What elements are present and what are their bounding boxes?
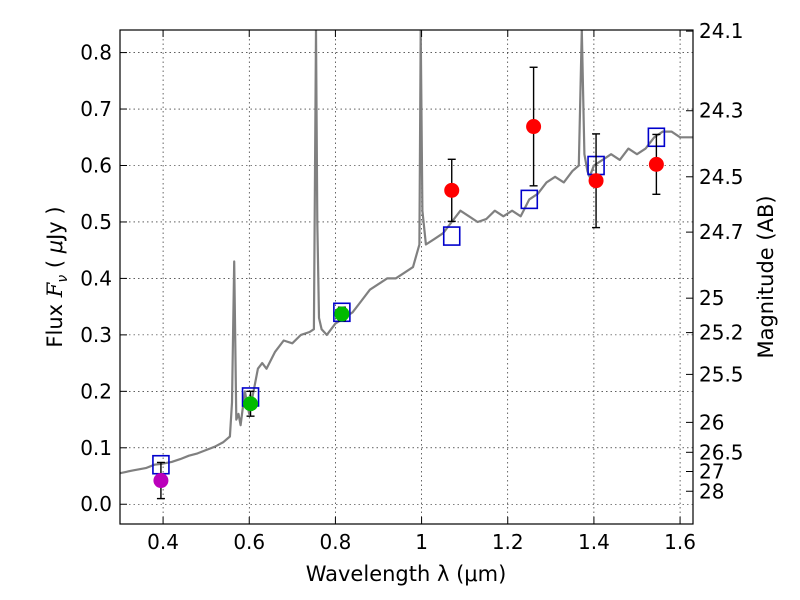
magnitude-tick-label: 24.5 [699,165,744,189]
x-tick-label: 0.8 [320,530,352,554]
y-tick-label: 0.4 [80,266,112,290]
observed-point [648,156,664,172]
y2-axis-label: Magnitude (AB) [754,195,778,358]
x-tick-label: 1.6 [664,530,696,554]
sed-model-line [120,30,693,475]
y-tick-label: 0.2 [80,379,112,403]
plot-frame [119,29,694,525]
x-tick-label: 1 [415,530,428,554]
y-tick-label: 0.7 [80,97,112,121]
y-tick-label: 0.1 [80,436,112,460]
x-tick-label: 1.4 [578,530,610,554]
x-tick-label: 1.2 [492,530,524,554]
observed-point [588,173,604,189]
observed-point [526,119,542,135]
magnitude-tick-label: 25.2 [699,321,744,345]
magnitude-tick-label: 27 [699,459,724,483]
x-tick-label: 0.6 [233,530,265,554]
magnitude-tick-label: 24.3 [699,99,744,123]
y-tick-label: 0.0 [80,492,112,516]
x-axis-label: Wavelength λ (μm) [306,562,507,586]
y-tick-label: 0.8 [80,41,112,65]
model-photometry-box [520,189,539,210]
y-tick-label: 0.6 [80,153,112,177]
axis-ticks [120,30,693,524]
x-tick-label: 0.4 [147,530,179,554]
magnitude-tick-label: 25 [699,286,724,310]
magnitude-tick-label: 26.5 [699,440,744,464]
magnitude-tick-label: 26 [699,410,724,434]
y-tick-label: 0.5 [80,210,112,234]
observed-point [334,306,350,322]
observed-point [153,473,169,489]
observed-point [243,396,259,412]
y-axis-label: Flux Fν ( μJy ) [43,206,71,347]
magnitude-tick-label: 24.7 [699,220,744,244]
model-photometry-box [442,226,461,246]
observed-point [444,182,460,198]
magnitude-tick-label: 28 [699,479,724,503]
y-tick-label: 0.3 [80,323,112,347]
magnitude-tick-label: 25.5 [699,362,744,386]
tick-labels: 0.4 0.6 0.8 1 1.2 1.4 1.6 0.0 0.1 0.2 0.3 0.4 0.5 0.6… [80,19,743,554]
magnitude-tick-label: 24.1 [699,19,744,43]
plot-area [120,30,693,500]
